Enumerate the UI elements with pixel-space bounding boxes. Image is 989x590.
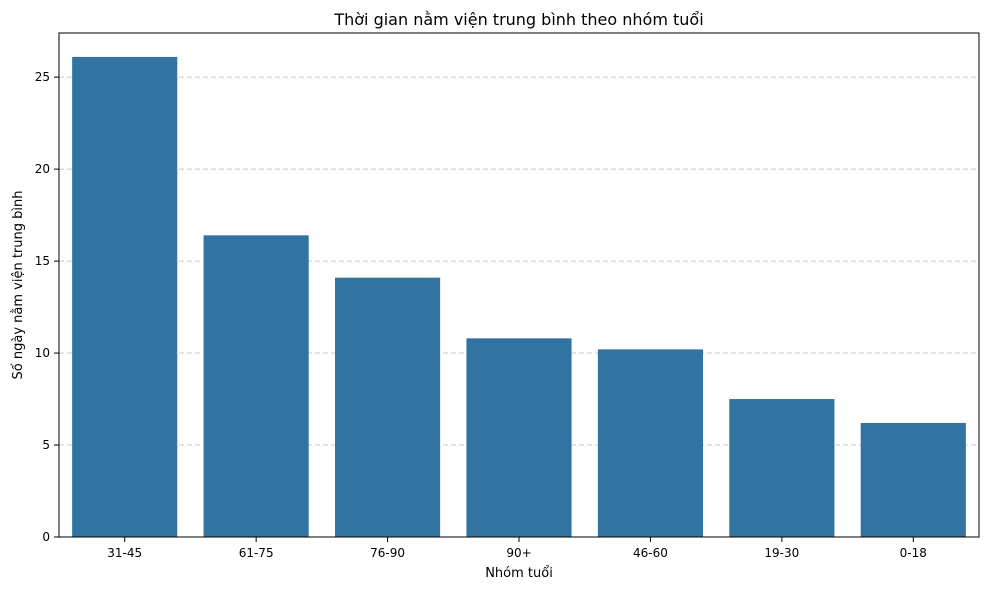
y-tick-label: 20	[35, 162, 50, 176]
x-tick-label: 0-18	[900, 546, 927, 560]
y-axis-ticks: 0 5 10 15 20 25	[35, 70, 59, 544]
y-tick-label: 10	[35, 346, 50, 360]
bar-31-45	[72, 56, 178, 537]
x-tick-label: 61-75	[239, 546, 274, 560]
x-tick-label: 76-90	[370, 546, 405, 560]
y-tick-label: 5	[42, 438, 50, 452]
x-axis-label: Nhóm tuổi	[485, 566, 553, 581]
bars	[72, 56, 966, 538]
x-axis-ticks: 31-45 61-75 76-90 90+ 46-60 19-30 0-18	[107, 537, 927, 560]
bar-0-18	[860, 422, 966, 537]
y-tick-label: 0	[42, 530, 50, 544]
x-tick-label: 90+	[506, 546, 531, 560]
bar-90+	[466, 338, 572, 537]
x-tick-label: 46-60	[633, 546, 668, 560]
bar-19-30	[729, 399, 835, 537]
y-tick-label: 25	[35, 70, 50, 84]
x-tick-label: 31-45	[107, 546, 142, 560]
bar-46-60	[597, 349, 703, 537]
x-tick-label: 19-30	[764, 546, 799, 560]
y-axis-label: Số ngày nằm viện trung bình	[11, 191, 26, 380]
y-tick-label: 15	[35, 254, 50, 268]
bar-76-90	[335, 277, 441, 537]
bar-61-75	[203, 235, 309, 538]
chart-title: Thời gian nằm viện trung bình theo nhóm …	[333, 10, 703, 29]
